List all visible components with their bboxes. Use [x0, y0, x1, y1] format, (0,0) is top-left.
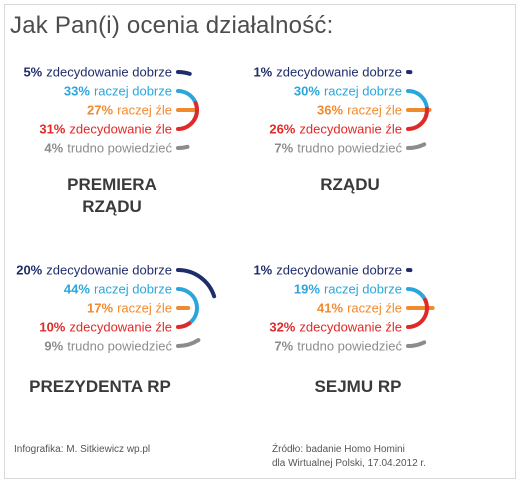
value-label-raczej-dobrze: 44% — [64, 282, 90, 297]
label-zdecydowanie-zle: 32% zdecydowanie źle — [269, 320, 402, 335]
value-label-raczej-dobrze: 33% — [64, 84, 90, 99]
category-label-trudno-powiedziec: trudno powiedzieć — [297, 339, 402, 354]
label-raczej-zle: 41% raczej źle — [317, 301, 402, 316]
infographic-title: Jak Pan(i) ocenia działalność: — [10, 12, 334, 39]
chart-panel: 20% zdecydowanie dobrze 44% raczej dobrze 17… — [16, 263, 217, 396]
value-label-zdecydowanie-zle: 26% — [269, 122, 295, 137]
label-trudno-powiedziec: 7% trudno powiedzieć — [274, 339, 402, 354]
chart-panel: 1% zdecydowanie dobrze 30% raczej dobrze 36%… — [253, 65, 432, 194]
label-zdecydowanie-zle: 10% zdecydowanie źle — [39, 320, 172, 335]
label-zdecydowanie-dobrze: 1% zdecydowanie dobrze — [253, 263, 402, 278]
arc-trudno-powiedziec — [176, 338, 201, 348]
value-label-trudno-powiedziec: 4% — [44, 141, 63, 156]
label-raczej-zle: 27% raczej źle — [87, 103, 172, 118]
category-label-raczej-zle: raczej źle — [117, 103, 172, 118]
category-label-trudno-powiedziec: trudno powiedzieć — [67, 141, 172, 156]
value-label-trudno-powiedziec: 7% — [274, 141, 293, 156]
label-raczej-dobrze: 44% raczej dobrze — [64, 282, 172, 297]
category-label-trudno-powiedziec: trudno powiedzieć — [297, 141, 402, 156]
label-trudno-powiedziec: 4% trudno powiedzieć — [44, 141, 172, 156]
value-label-trudno-powiedziec: 7% — [274, 339, 293, 354]
label-zdecydowanie-zle: 26% zdecydowanie źle — [269, 122, 402, 137]
arc-raczej-dobrze — [406, 287, 428, 304]
category-label-raczej-zle: raczej źle — [347, 103, 402, 118]
label-raczej-zle: 17% raczej źle — [87, 301, 172, 316]
panel-title: RZĄDU — [82, 197, 142, 216]
label-trudno-powiedziec: 9% trudno powiedzieć — [44, 339, 172, 354]
value-label-zdecydowanie-zle: 10% — [39, 320, 65, 335]
arc-trudno-powiedziec — [176, 144, 190, 151]
category-label-zdecydowanie-dobrze: zdecydowanie dobrze — [46, 263, 172, 278]
category-label-zdecydowanie-zle: zdecydowanie źle — [299, 122, 402, 137]
category-label-trudno-powiedziec: trudno powiedzieć — [67, 339, 172, 354]
arc-zdecydowanie-zle — [406, 297, 429, 329]
source-text: Źródło: badanie Homo Homini dla Wirtualn… — [272, 443, 426, 471]
value-label-zdecydowanie-dobrze: 1% — [253, 65, 272, 80]
label-zdecydowanie-dobrze: 20% zdecydowanie dobrze — [16, 263, 172, 278]
value-label-zdecydowanie-dobrze: 5% — [23, 65, 42, 80]
value-label-raczej-dobrze: 19% — [294, 282, 320, 297]
value-label-raczej-zle: 27% — [87, 103, 113, 118]
label-raczej-dobrze: 33% raczej dobrze — [64, 84, 172, 99]
panel-title: SEJMU RP — [315, 377, 402, 396]
category-label-zdecydowanie-zle: zdecydowanie źle — [69, 122, 172, 137]
value-label-raczej-zle: 36% — [317, 103, 343, 118]
category-label-raczej-dobrze: raczej dobrze — [324, 84, 402, 99]
arc-trudno-powiedziec — [406, 340, 427, 348]
category-label-zdecydowanie-zle: zdecydowanie źle — [69, 320, 172, 335]
value-label-zdecydowanie-zle: 32% — [269, 320, 295, 335]
category-label-zdecydowanie-dobrze: zdecydowanie dobrze — [276, 263, 402, 278]
label-zdecydowanie-dobrze: 1% zdecydowanie dobrze — [253, 65, 402, 80]
category-label-raczej-dobrze: raczej dobrze — [324, 282, 402, 297]
chart-panel: 5% zdecydowanie dobrze 33% raczej dobrze 27%… — [23, 65, 199, 216]
label-zdecydowanie-dobrze: 5% zdecydowanie dobrze — [23, 65, 172, 80]
value-label-raczej-zle: 41% — [317, 301, 343, 316]
source-line-2: dla Wirtualnej Polski, 17.04.2012 r. — [272, 458, 426, 469]
arc-raczej-dobrze — [176, 89, 199, 122]
label-raczej-zle: 36% raczej źle — [317, 103, 402, 118]
value-label-raczej-zle: 17% — [87, 301, 113, 316]
arc-zdecydowanie-zle — [176, 101, 199, 131]
arc-zdecydowanie-dobrze — [176, 268, 217, 299]
value-label-zdecydowanie-zle: 31% — [39, 122, 65, 137]
category-label-raczej-dobrze: raczej dobrze — [94, 282, 172, 297]
label-raczej-dobrze: 19% raczej dobrze — [294, 282, 402, 297]
source-line-1: Źródło: badanie Homo Homini — [272, 444, 405, 455]
arc-zdecydowanie-zle — [406, 106, 429, 131]
value-label-zdecydowanie-dobrze: 1% — [253, 263, 272, 278]
panel-title: PREMIERA — [67, 175, 157, 194]
arc-zdecydowanie-dobrze — [176, 70, 192, 76]
category-label-zdecydowanie-dobrze: zdecydowanie dobrze — [46, 65, 172, 80]
arc-raczej-dobrze — [406, 89, 429, 118]
chart-panel: 1% zdecydowanie dobrze 19% raczej dobrze 41%… — [253, 263, 435, 396]
category-label-zdecydowanie-dobrze: zdecydowanie dobrze — [276, 65, 402, 80]
label-raczej-dobrze: 30% raczej dobrze — [294, 84, 402, 99]
category-label-raczej-dobrze: raczej dobrze — [94, 84, 172, 99]
value-label-raczej-dobrze: 30% — [294, 84, 320, 99]
arc-zdecydowanie-zle — [176, 321, 192, 329]
category-label-raczej-zle: raczej źle — [117, 301, 172, 316]
credit-text: Infografika: M. Sitkiewicz wp.pl — [14, 444, 151, 455]
category-label-raczej-zle: raczej źle — [347, 301, 402, 316]
arc-trudno-powiedziec — [406, 142, 427, 150]
panel-title: PREZYDENTA RP — [29, 377, 171, 396]
label-zdecydowanie-zle: 31% zdecydowanie źle — [39, 122, 172, 137]
infographic-frame — [4, 4, 516, 479]
panel-title: RZĄDU — [320, 175, 380, 194]
category-label-zdecydowanie-zle: zdecydowanie źle — [299, 320, 402, 335]
value-label-trudno-powiedziec: 9% — [44, 339, 63, 354]
label-trudno-powiedziec: 7% trudno powiedzieć — [274, 141, 402, 156]
value-label-zdecydowanie-dobrze: 20% — [16, 263, 42, 278]
